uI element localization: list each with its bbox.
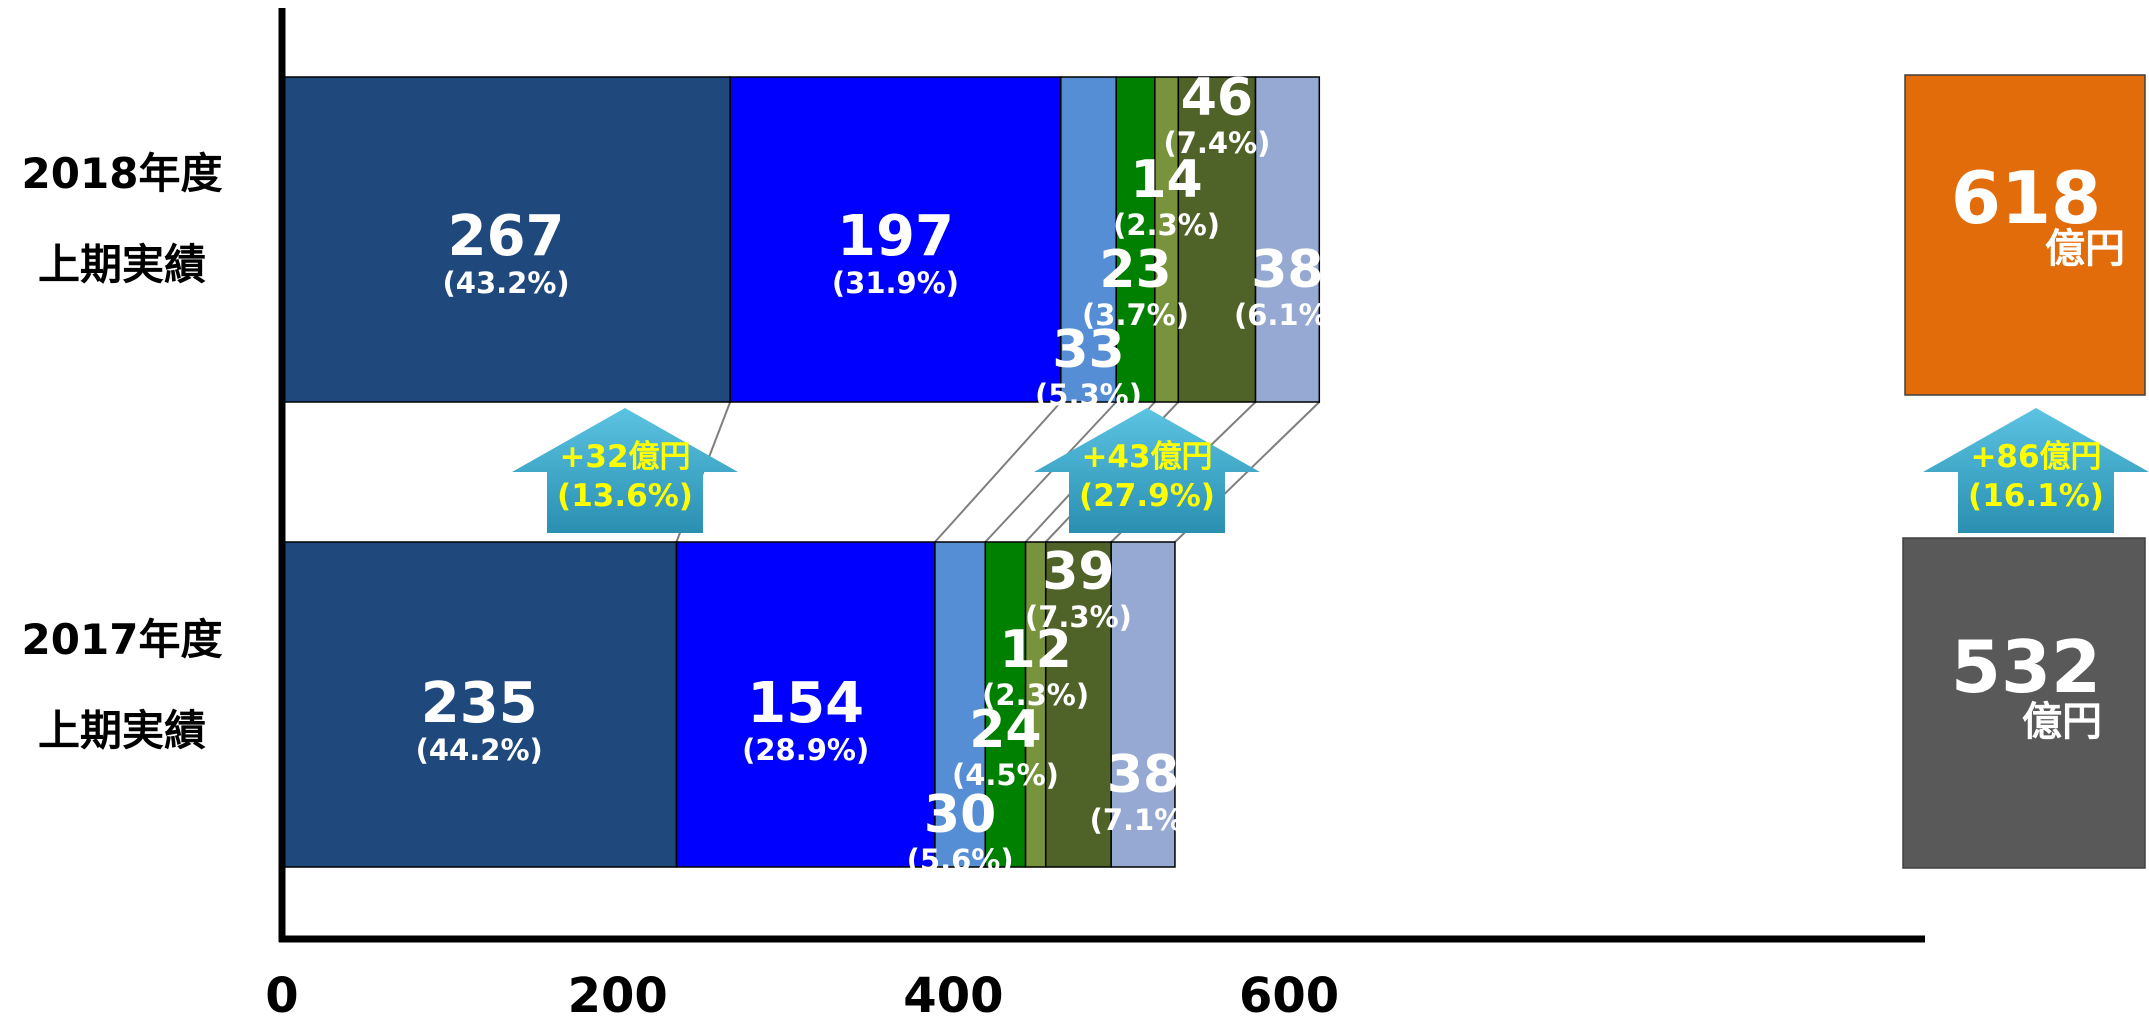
data-label: 39	[1042, 542, 1114, 602]
percent-label: (7.3%)	[1025, 600, 1132, 634]
bar-segment	[729, 76, 1062, 403]
data-label: 46	[1181, 68, 1253, 128]
category-label: 上期実績	[38, 706, 206, 755]
percent-label: (6.1%)	[1234, 298, 1341, 332]
change-percent: (13.6%)	[557, 478, 693, 514]
change-amount: +43億円	[1081, 439, 1212, 475]
bar-segment	[281, 541, 678, 868]
bar-segment	[1177, 76, 1257, 403]
bar-segment	[984, 541, 1027, 868]
percent-label: (7.4%)	[1163, 126, 1270, 160]
bar-segment	[934, 541, 987, 868]
data-label: 33	[1052, 320, 1124, 380]
data-label: 30	[924, 785, 996, 845]
bar-segment	[1060, 76, 1117, 403]
data-label: 154	[747, 671, 864, 736]
percent-label: (5.6%)	[907, 843, 1014, 877]
percent-label: (7.1%)	[1090, 803, 1197, 837]
data-label: 14	[1130, 150, 1202, 210]
bar-segment	[1254, 76, 1321, 403]
bar-segment	[1044, 541, 1112, 868]
percent-label: (2.3%)	[982, 678, 1089, 712]
up-arrow-icon	[1034, 408, 1260, 533]
data-label: 235	[421, 671, 538, 736]
total-value: 618	[1951, 156, 2101, 240]
change-percent: (16.1%)	[1968, 478, 2104, 514]
bar-segment	[1115, 76, 1156, 403]
x-tick-label: 0	[265, 968, 298, 1018]
x-tick-label: 400	[903, 968, 1003, 1018]
data-label: 267	[448, 204, 565, 269]
change-amount: +86億円	[1970, 439, 2101, 475]
total-box	[1902, 537, 2146, 869]
data-label: 23	[1099, 240, 1171, 300]
total-value: 532	[1951, 625, 2101, 709]
data-label: 38	[1251, 240, 1323, 300]
percent-label: (5.3%)	[1035, 378, 1142, 412]
percent-label: (3.7%)	[1082, 298, 1189, 332]
bar-segment	[281, 76, 731, 403]
category-label: 2018年度	[22, 149, 223, 198]
bar-segment	[675, 541, 936, 868]
change-arrows: +32億円(13.6%) +43億円(27.9%) +86億円(16.1%)	[512, 408, 2149, 533]
percent-label: (43.2%)	[443, 266, 570, 300]
category-label: 2017年度	[22, 615, 223, 664]
total-box	[1904, 74, 2146, 396]
percent-label: (44.2%)	[416, 733, 543, 767]
bar-segment	[1110, 541, 1176, 868]
total-unit: 億円	[2022, 699, 2102, 745]
x-tick-label: 600	[1239, 968, 1339, 1018]
up-arrow-icon	[1923, 408, 2149, 533]
up-arrow-icon	[512, 408, 738, 533]
data-label: 12	[999, 620, 1071, 680]
change-amount: +32億円	[559, 439, 690, 475]
percent-label: (31.9%)	[832, 266, 959, 300]
data-labels: 267(43.2%)197(31.9%)33(5.3%)23(3.7%)14(2…	[416, 68, 1341, 877]
data-label: 38	[1107, 745, 1179, 805]
bar-segments	[281, 76, 1321, 868]
category-label: 上期実績	[38, 240, 206, 289]
data-label: 24	[969, 700, 1041, 760]
percent-label: (28.9%)	[742, 733, 869, 767]
x-tick-label: 200	[568, 968, 668, 1018]
percent-label: (4.5%)	[952, 758, 1059, 792]
axes: 0 200 400 600	[265, 8, 1925, 1018]
percent-label: (2.3%)	[1113, 208, 1220, 242]
change-percent: (27.9%)	[1079, 478, 1215, 514]
total-unit: 億円	[2045, 226, 2125, 272]
connector-line	[934, 401, 1062, 543]
data-label: 197	[837, 204, 954, 269]
